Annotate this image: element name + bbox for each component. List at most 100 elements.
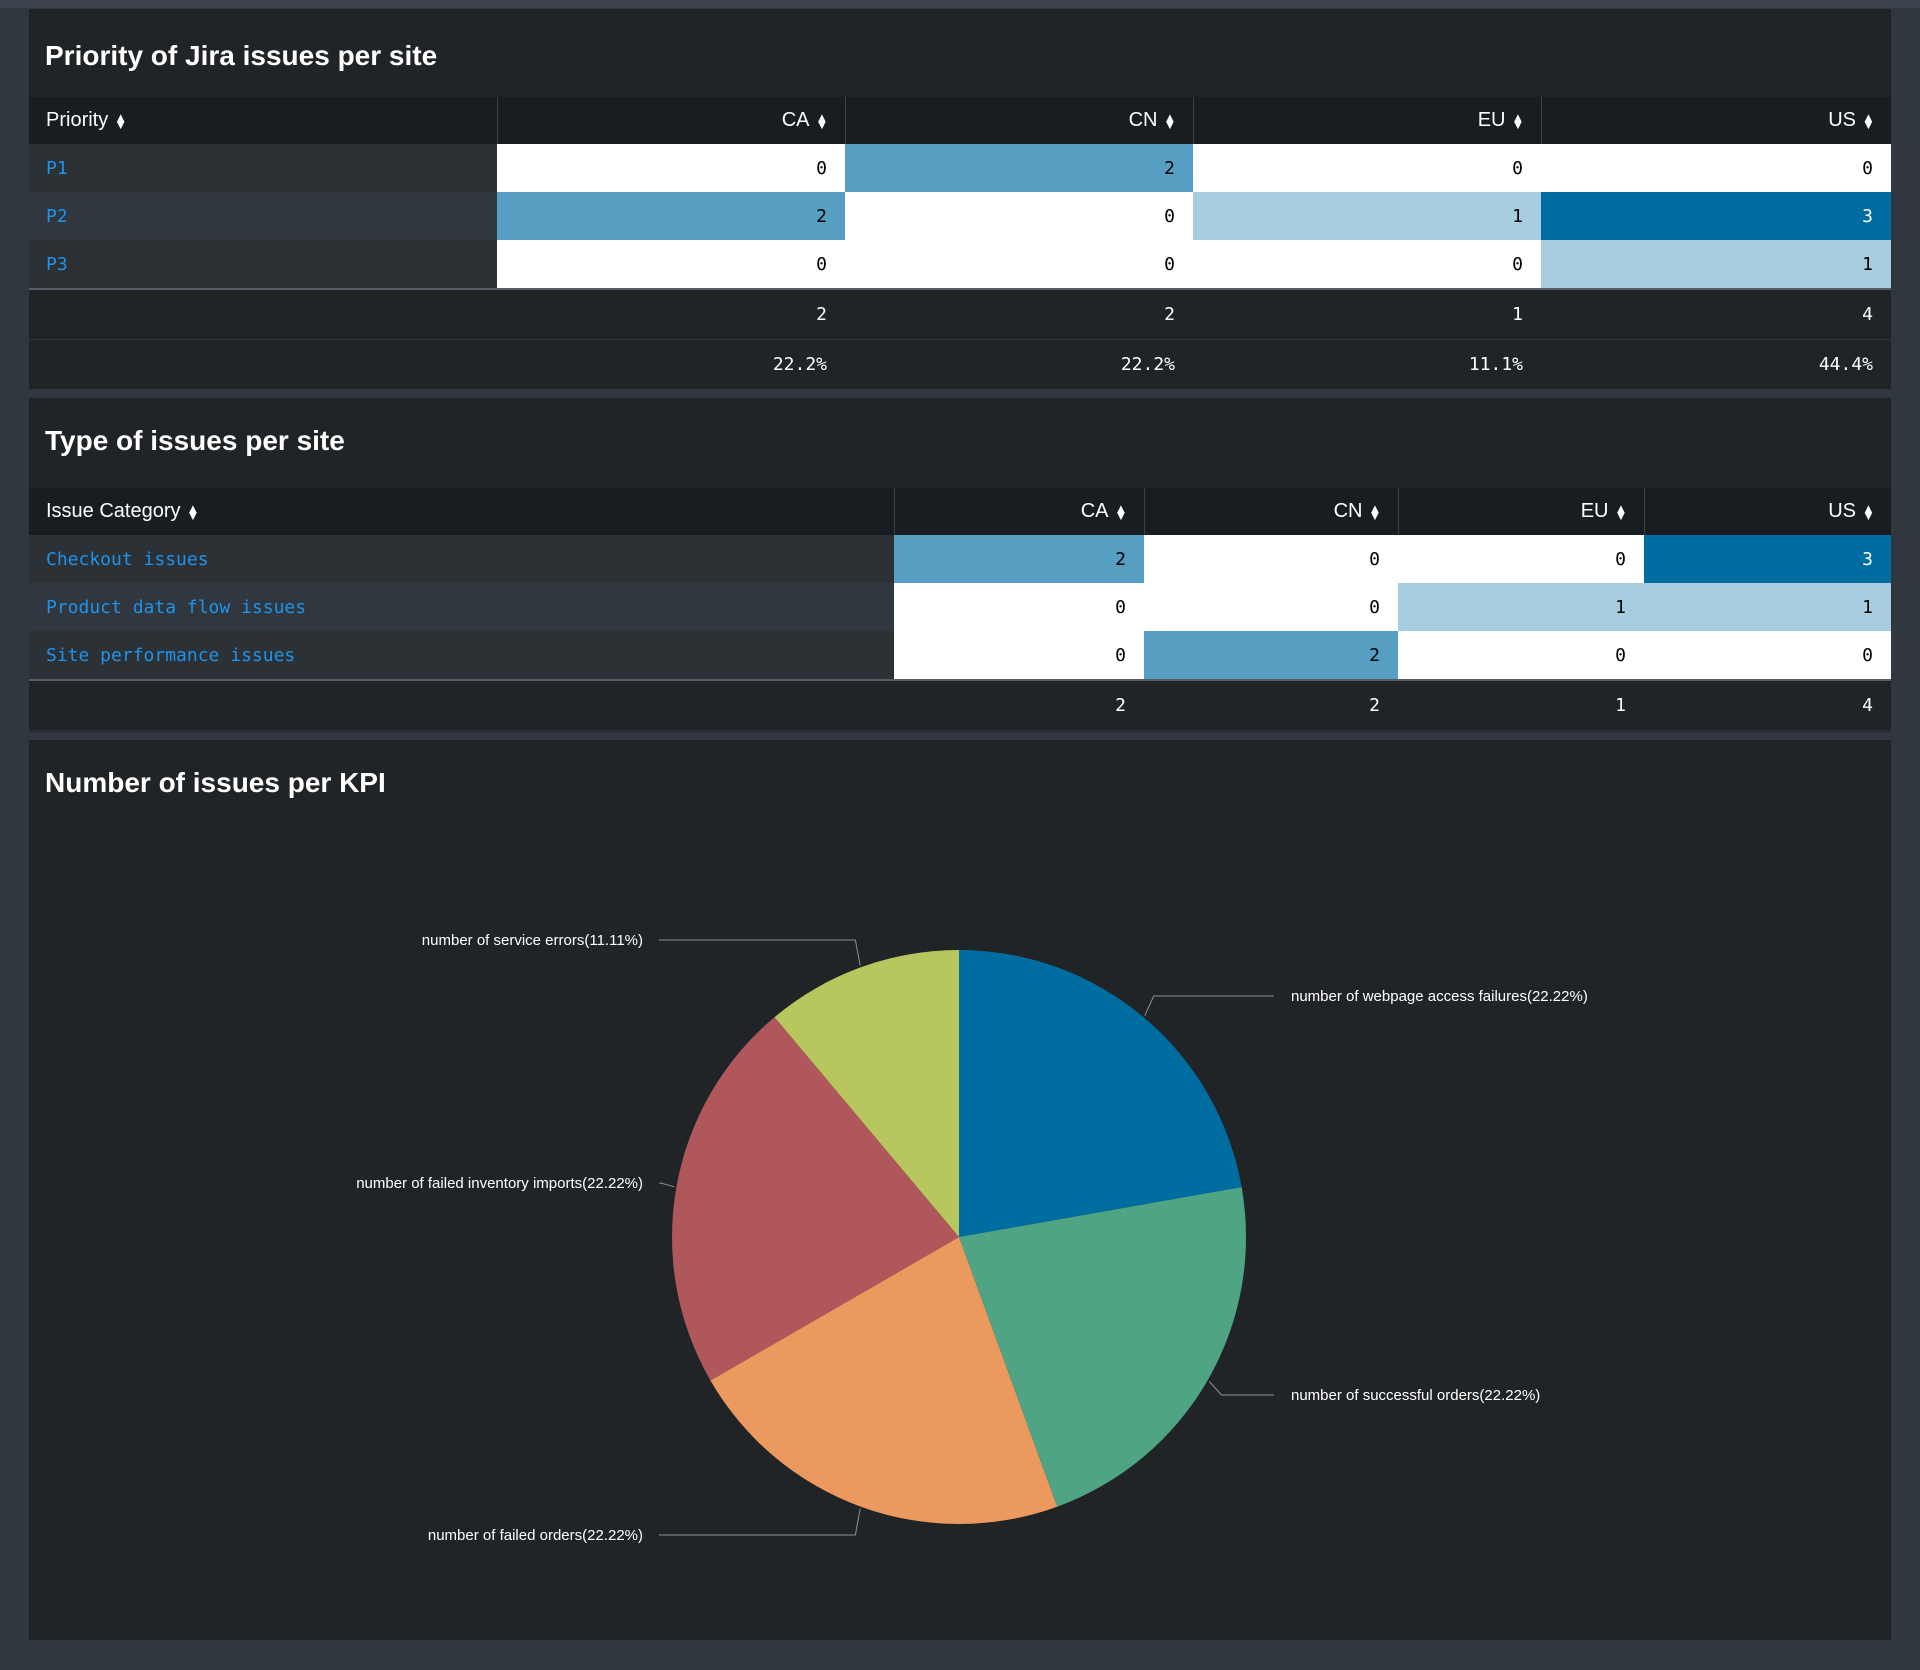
heatmap-cell[interactable]: 1 (1644, 583, 1891, 631)
heatmap-cell[interactable]: 0 (1144, 535, 1398, 583)
pie-leader-line (659, 1182, 675, 1188)
heatmap-cell[interactable]: 1 (1541, 240, 1891, 290)
sort-icon[interactable]: ▲ ▼ (1862, 500, 1875, 523)
priority-panel: Priority of Jira issues per site Priorit… (29, 9, 1891, 390)
priority-table: Priority ▲ ▼ CA ▲ ▼ CN ▲ ▼ EU ▲ ▼ US ▲ ▼ P1 0 2 0 … (29, 97, 1891, 390)
sort-icon[interactable]: ▲ ▼ (186, 500, 200, 523)
pie-label: number of failed inventory imports(22.22… (356, 1175, 643, 1192)
heatmap-cell[interactable]: 1 (1193, 192, 1541, 240)
sort-icon[interactable]: ▲ ▼ (1368, 500, 1382, 523)
heatmap-cell[interactable]: 0 (1193, 144, 1541, 192)
row-label-link[interactable]: P1 (29, 144, 497, 192)
percent-cell: 22.2% (845, 339, 1193, 390)
column-header-eu[interactable]: EU ▲ ▼ (1397, 488, 1644, 535)
heatmap-cell[interactable]: 0 (1398, 535, 1644, 583)
row-label-link[interactable]: Product data flow issues (29, 583, 894, 631)
column-header-issue-category[interactable]: Issue Category ▲ ▼ (29, 488, 894, 535)
column-header-us[interactable]: US ▲ ▼ (1643, 488, 1891, 535)
heatmap-cell[interactable]: 1 (1398, 583, 1644, 631)
total-cell: 4 (1644, 680, 1891, 731)
heatmap-cell[interactable]: 2 (497, 192, 845, 240)
table-row: P1 0 2 0 0 (29, 144, 1891, 192)
column-header-ca[interactable]: CA ▲ ▼ (893, 488, 1144, 535)
sort-icon[interactable]: ▲ ▼ (1614, 500, 1628, 523)
heatmap-cell[interactable]: 0 (1398, 631, 1644, 681)
total-cell: 2 (497, 289, 845, 340)
heatmap-cell[interactable]: 0 (1541, 144, 1891, 192)
panel-title: Priority of Jira issues per site (45, 40, 438, 71)
table-row: P2 2 0 1 3 (29, 192, 1891, 240)
type-table: Issue Category ▲ ▼ CA ▲ ▼ CN ▲ ▼ EU ▲ ▼ US ▲ ▼ Che… (29, 488, 1891, 731)
type-panel: Type of issues per site Issue Category ▲ ▼… (29, 398, 1891, 732)
pie-slice[interactable] (774, 950, 959, 1237)
pie-leader-line (659, 939, 861, 966)
heatmap-cell[interactable]: 0 (1644, 631, 1891, 681)
heatmap-cell[interactable]: 3 (1541, 192, 1891, 240)
sort-icon[interactable]: ▲ ▼ (815, 109, 829, 132)
heatmap-cell[interactable]: 2 (1144, 631, 1398, 681)
total-cell: 2 (845, 289, 1193, 340)
heatmap-cell[interactable]: 0 (845, 192, 1193, 240)
heatmap-cell[interactable]: 3 (1644, 535, 1891, 583)
percent-row: 22.2% 22.2% 11.1% 44.4% (29, 339, 1891, 390)
table-row: Checkout issues 2 0 0 3 (29, 535, 1891, 583)
table-row: P3 0 0 0 1 (29, 240, 1891, 290)
pie-label: number of webpage access failures(22.22%… (1291, 988, 1588, 1005)
heatmap-cell[interactable]: 0 (1193, 240, 1541, 290)
heatmap-cell[interactable]: 0 (894, 631, 1144, 681)
total-cell: 4 (1541, 289, 1891, 340)
totals-row: 2 2 1 4 (29, 289, 1891, 340)
pie-slice[interactable] (671, 1017, 959, 1381)
sort-icon[interactable]: ▲ ▼ (1114, 500, 1128, 523)
column-header-label: Priority (46, 109, 109, 131)
kpi-pie-chart: number of webpage access failures(22.22%… (356, 932, 1588, 1544)
heatmap-cell[interactable]: 2 (845, 144, 1193, 192)
column-header-priority[interactable]: Priority ▲ ▼ (29, 97, 497, 144)
heatmap-cell[interactable]: 0 (845, 240, 1193, 290)
column-header-ca[interactable]: CA ▲ ▼ (496, 97, 845, 144)
percent-cell: 44.4% (1541, 339, 1891, 390)
row-label-link[interactable]: Checkout issues (29, 535, 894, 583)
column-header-label: CA (1080, 500, 1109, 522)
column-header-label: EU (1477, 109, 1506, 131)
column-header-label: US (1828, 500, 1856, 522)
pie-slice[interactable] (710, 1237, 1058, 1524)
row-label-link[interactable]: Site performance issues (29, 631, 894, 681)
total-cell: 1 (1398, 680, 1644, 731)
pie-label: number of failed orders(22.22%) (428, 1527, 643, 1544)
column-header-eu[interactable]: EU ▲ ▼ (1192, 97, 1541, 144)
pie-label: number of service errors(11.11%) (422, 932, 643, 949)
total-cell: 2 (894, 680, 1144, 731)
column-header-label: CA (781, 109, 810, 131)
sort-icon[interactable]: ▲ ▼ (114, 109, 128, 132)
column-header-label: Issue Category (46, 500, 181, 522)
heatmap-cell[interactable]: 0 (1144, 583, 1398, 631)
panel-title: Number of issues per KPI (45, 767, 386, 798)
total-cell: 2 (1144, 680, 1398, 731)
pie-leader-line (659, 1508, 861, 1536)
table-header-row: Priority ▲ ▼ CA ▲ ▼ CN ▲ ▼ EU ▲ ▼ US ▲ ▼ (29, 97, 1891, 144)
pie-slice[interactable] (959, 950, 1242, 1237)
row-label-link[interactable]: P2 (29, 192, 497, 240)
column-header-cn[interactable]: CN ▲ ▼ (844, 97, 1193, 144)
heatmap-cell[interactable]: 2 (894, 535, 1144, 583)
table-row: Site performance issues 0 2 0 0 (29, 631, 1891, 681)
column-header-label: US (1828, 109, 1856, 131)
kpi-panel: Number of issues per KPI number of webpa… (29, 740, 1891, 1640)
pie-leader-line (1208, 1381, 1274, 1396)
heatmap-cell[interactable]: 0 (497, 144, 845, 192)
sort-icon[interactable]: ▲ ▼ (1862, 109, 1875, 132)
pie-slice[interactable] (959, 1187, 1246, 1507)
heatmap-cell[interactable]: 0 (894, 583, 1144, 631)
column-header-label: CN (1128, 109, 1158, 131)
row-label-link[interactable]: P3 (29, 240, 497, 290)
percent-cell: 11.1% (1193, 339, 1541, 390)
totals-row: 2 2 1 4 (29, 680, 1891, 731)
pie-leader-line (1144, 995, 1274, 1016)
heatmap-cell[interactable]: 0 (497, 240, 845, 290)
sort-icon[interactable]: ▲ ▼ (1511, 109, 1525, 132)
sort-icon[interactable]: ▲ ▼ (1163, 109, 1177, 132)
column-header-us[interactable]: US ▲ ▼ (1540, 97, 1891, 144)
column-header-cn[interactable]: CN ▲ ▼ (1143, 488, 1398, 535)
pie-label: number of successful orders(22.22%) (1291, 1387, 1540, 1404)
